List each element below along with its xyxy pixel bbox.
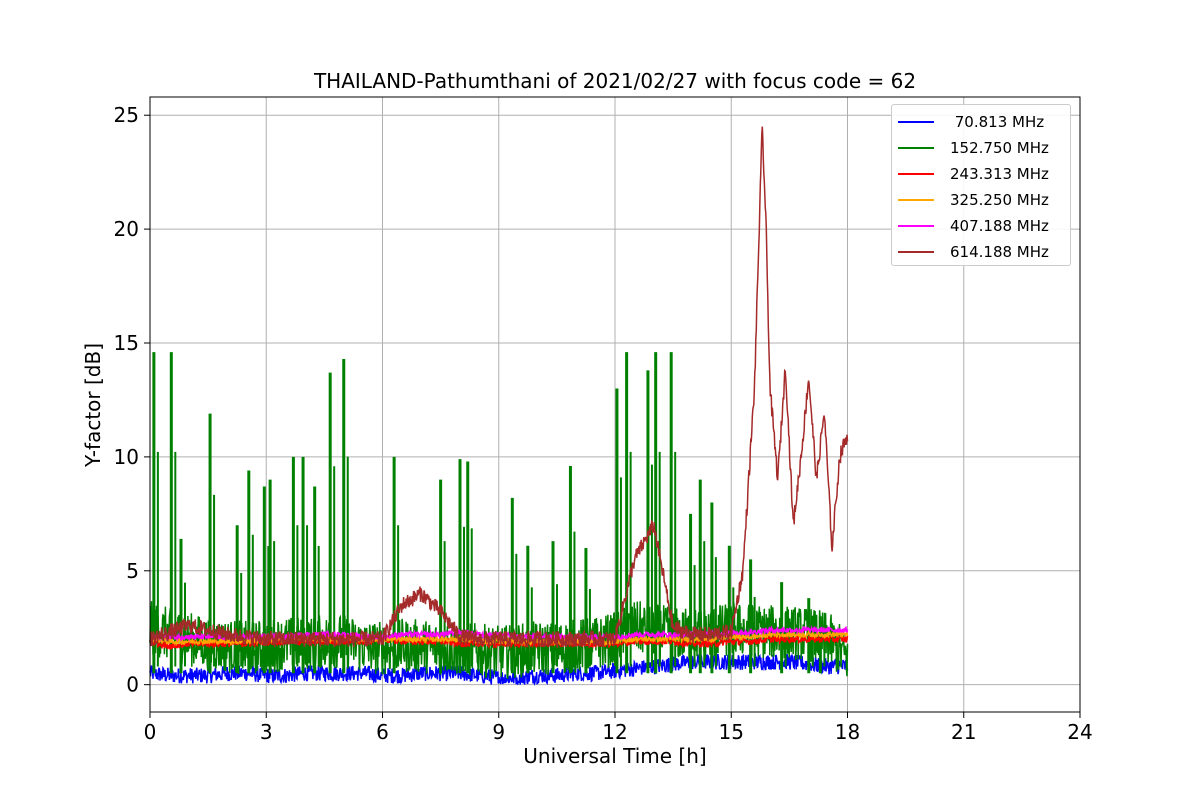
series-0 [149, 653, 849, 687]
chart-title: THAILAND-Pathumthani of 2021/02/27 with … [313, 69, 916, 93]
legend-label: 152.750 MHz [950, 139, 1049, 157]
legend-swatch [898, 173, 934, 175]
y-axis-label: Y-factor [dB] [81, 343, 105, 468]
legend-label: 325.250 MHz [950, 191, 1049, 209]
x-tick-label: 3 [260, 720, 273, 744]
legend-item: 70.813 MHz [892, 109, 1070, 135]
x-tick-label: 15 [719, 720, 744, 744]
x-axis-label: Universal Time [h] [523, 744, 706, 768]
legend-item: 152.750 MHz [892, 135, 1070, 161]
x-tick-label: 6 [376, 720, 389, 744]
legend-swatch [898, 199, 934, 201]
y-tick-label: 0 [126, 673, 139, 697]
x-tick-label: 0 [144, 720, 157, 744]
y-tick-label: 15 [114, 331, 139, 355]
series-line [149, 653, 849, 687]
legend-item: 243.313 MHz [892, 161, 1070, 187]
legend-swatch [898, 121, 934, 123]
legend-item: 614.188 MHz [892, 239, 1070, 265]
x-tick-label: 9 [492, 720, 505, 744]
legend-label: 614.188 MHz [950, 243, 1049, 261]
legend: 70.813 MHz 152.750 MHz 243.313 MHz 325.2… [891, 104, 1071, 266]
legend-label: 243.313 MHz [950, 165, 1049, 183]
series-line [149, 126, 849, 649]
legend-swatch [898, 251, 934, 253]
axis-ticks: 0 3 6 9 12 15 18 21 24 0 5 10 15 20 25 [114, 103, 1093, 744]
series-5 [149, 126, 849, 649]
x-tick-label: 24 [1067, 720, 1092, 744]
legend-swatch [898, 147, 934, 149]
y-tick-label: 10 [114, 445, 139, 469]
legend-item: 407.188 MHz [892, 213, 1070, 239]
x-tick-label: 18 [835, 720, 860, 744]
series-layer [149, 126, 849, 687]
legend-swatch [898, 225, 934, 227]
x-tick-label: 21 [951, 720, 976, 744]
y-tick-label: 5 [126, 559, 139, 583]
legend-label: 70.813 MHz [950, 113, 1045, 131]
y-tick-label: 20 [114, 217, 139, 241]
x-tick-label: 12 [602, 720, 627, 744]
y-tick-label: 25 [114, 103, 139, 127]
legend-item: 325.250 MHz [892, 187, 1070, 213]
legend-label: 407.188 MHz [950, 217, 1049, 235]
